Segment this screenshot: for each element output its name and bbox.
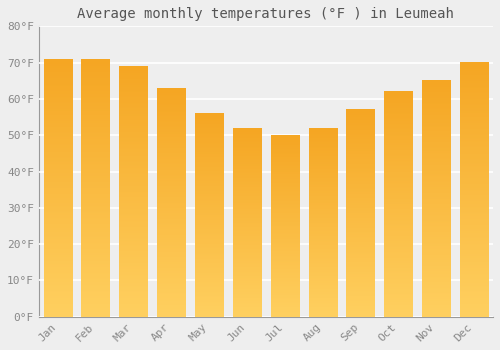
- Title: Average monthly temperatures (°F ) in Leumeah: Average monthly temperatures (°F ) in Le…: [78, 7, 454, 21]
